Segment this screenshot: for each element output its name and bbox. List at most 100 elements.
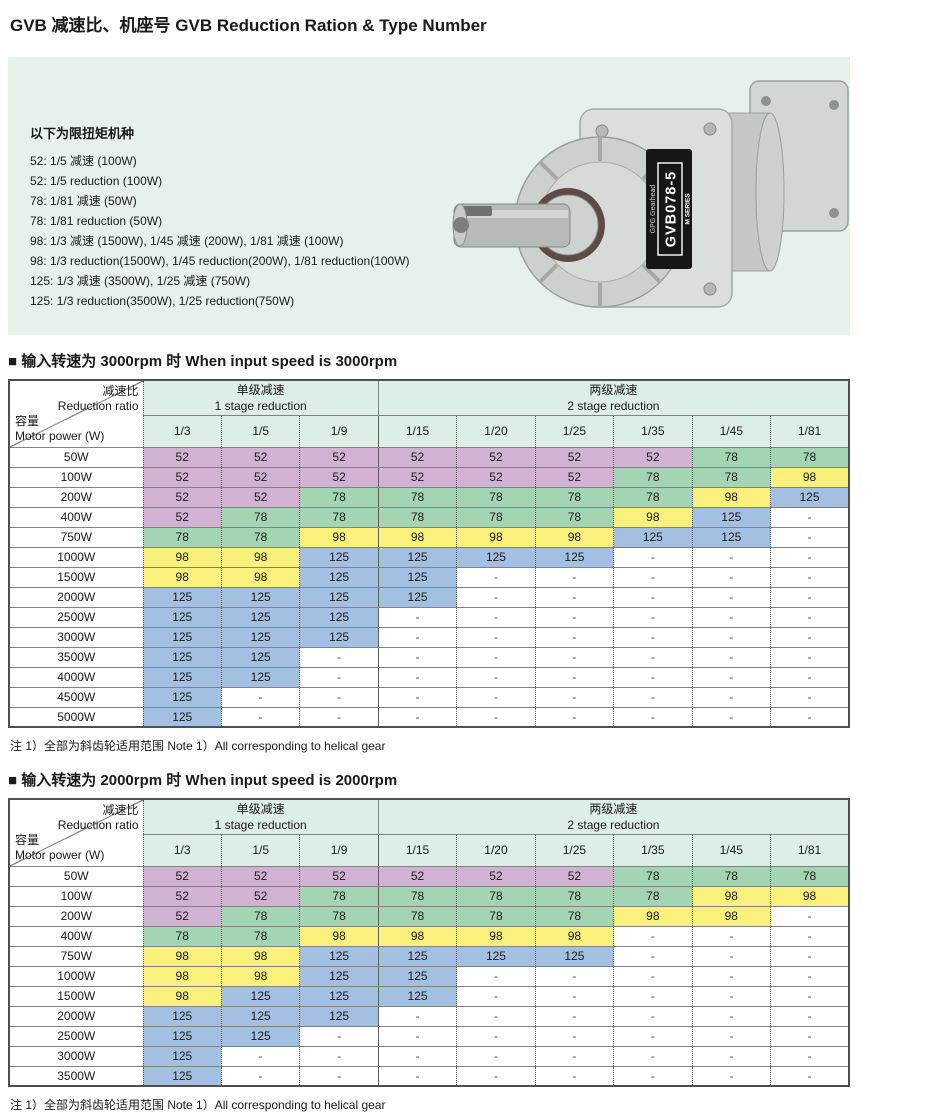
table-row: 2500W 125 125 125- - - - - - (8, 606, 850, 628)
type-number-cell: - (613, 985, 693, 1007)
type-number-cell: - (534, 566, 615, 588)
type-number-cell: 52 (142, 486, 222, 508)
type-number-cell: 98 (377, 925, 458, 947)
type-number-cell: 98 (142, 965, 222, 987)
ratio-header-cell: 1/35 (613, 414, 693, 448)
type-number-cell: - (691, 546, 772, 568)
type-number-cell: 78 (142, 925, 222, 947)
table-row: 100W 52 52 78 78 78 78 78 98 98 (8, 885, 850, 907)
type-number-cell: 98 (142, 566, 222, 588)
type-number-cell: - (613, 1025, 693, 1047)
type-number-cell: 125 (220, 666, 301, 688)
type-number-cell: - (691, 1045, 772, 1067)
type-number-cell: 98 (142, 945, 222, 967)
product-model-text: GVB078-5 (664, 171, 680, 248)
type-number-cell: - (691, 626, 772, 648)
type-number-cell: 98 (220, 945, 301, 967)
type-number-cell: - (377, 1005, 458, 1027)
type-number-cell: - (691, 945, 772, 967)
motor-power-cell: 1500W (8, 985, 144, 1007)
gearbox-product-image: GPG Gearhead GVB078-5 M SERIES (452, 80, 849, 308)
type-number-cell: 78 (299, 506, 379, 528)
motor-power-cell: 3500W (8, 646, 144, 668)
type-number-cell: 52 (456, 865, 536, 887)
torque-limit-line: 78: 1/81 reduction (50W) (30, 214, 163, 228)
type-number-cell: - (691, 1005, 772, 1027)
table-corner-cell: 减速比 Reduction ratio 容量 Motor power (W) (8, 798, 144, 867)
type-number-cell: 52 (142, 466, 222, 488)
motor-power-cell: 2500W (8, 1025, 144, 1047)
table-row: 4000W 125 125- - - - - - - (8, 666, 850, 688)
type-number-cell: - (534, 626, 615, 648)
reduction-ratio-label: 减速比 Reduction ratio (58, 803, 139, 833)
type-number-cell: - (534, 606, 615, 628)
table-row: 1500W 98 98 125 125- - - - - (8, 566, 850, 588)
type-number-cell: - (456, 586, 536, 608)
type-number-cell: - (456, 1005, 536, 1027)
keyway (460, 206, 492, 216)
type-number-cell: 52 (377, 466, 458, 488)
type-number-cell: - (377, 686, 458, 708)
type-number-cell: 125 (142, 646, 222, 668)
table-row: 2000W 125 125 125- - - - - - (8, 1005, 850, 1027)
type-number-cell: 52 (220, 865, 301, 887)
type-number-cell: 98 (770, 885, 850, 907)
type-number-cell: 125 (142, 686, 222, 708)
type-number-cell: 125 (142, 706, 222, 728)
type-number-cell: 98 (220, 965, 301, 987)
type-number-cell: 78 (377, 885, 458, 907)
type-number-cell: - (770, 706, 850, 728)
type-number-cell: - (377, 1025, 458, 1047)
type-number-cell: 52 (299, 446, 379, 468)
type-number-cell: - (770, 506, 850, 528)
type-number-cell: - (770, 985, 850, 1007)
type-number-cell: - (534, 706, 615, 728)
type-number-cell: - (770, 606, 850, 628)
type-number-cell: - (377, 626, 458, 648)
table-row: 200W 52 52 78 78 78 78 78 98 125 (8, 486, 850, 508)
group-2stage-header: 两级减速 2 stage reduction (377, 379, 850, 416)
table-row: 50W 52 52 52 52 52 52 52 78 78 (8, 446, 850, 468)
type-number-cell: 52 (456, 446, 536, 468)
type-number-cell: 125 (299, 985, 379, 1007)
type-number-cell: - (456, 985, 536, 1007)
type-number-cell: 98 (613, 506, 693, 528)
note-3000rpm: 注 1）全部为斜齿轮适用范围 Note 1）All corresponding … (10, 739, 386, 753)
table-row: 3500W 125 125- - - - - - - (8, 646, 850, 668)
type-number-cell: - (613, 945, 693, 967)
ratio-header-cell: 1/5 (220, 833, 301, 867)
motor-power-cell: 200W (8, 486, 144, 508)
type-number-cell: - (691, 686, 772, 708)
type-number-cell: 52 (377, 446, 458, 468)
type-number-cell: 52 (142, 905, 222, 927)
type-number-cell: - (691, 1025, 772, 1047)
reduction-ratio-label: 减速比 Reduction ratio (58, 384, 139, 414)
type-number-cell: 125 (142, 1005, 222, 1027)
motor-power-cell: 1000W (8, 965, 144, 987)
type-number-cell: 125 (613, 526, 693, 548)
type-number-cell: 125 (299, 606, 379, 628)
torque-limit-list: 52: 1/5 减速 (100W) 52: 1/5 reduction (100W… (30, 151, 410, 311)
type-number-cell: - (534, 1045, 615, 1067)
motor-power-cell: 750W (8, 526, 144, 548)
motor-power-cell: 4500W (8, 686, 144, 708)
ratio-header-cell: 1/9 (299, 414, 379, 448)
type-number-cell: - (770, 925, 850, 947)
type-number-cell: 98 (691, 885, 772, 907)
type-number-cell: 125 (142, 1045, 222, 1067)
torque-limit-line: 98: 1/3 reduction(1500W), 1/45 reduction… (30, 254, 410, 268)
type-number-cell: 78 (534, 905, 615, 927)
type-number-cell: - (534, 1005, 615, 1027)
ratio-header-cell: 1/25 (534, 414, 615, 448)
type-number-cell: - (613, 1045, 693, 1067)
ratio-header-cell: 1/3 (142, 833, 222, 867)
type-number-cell: 98 (220, 566, 301, 588)
type-number-cell: 98 (534, 526, 615, 548)
motor-power-cell: 4000W (8, 666, 144, 688)
diagonal-divider (10, 800, 143, 866)
type-number-cell: 52 (534, 865, 615, 887)
torque-limit-line: 52: 1/5 减速 (100W) (30, 154, 137, 168)
motor-power-label: 容量 Motor power (W) (15, 833, 104, 863)
type-number-cell: - (613, 566, 693, 588)
type-number-cell: - (534, 985, 615, 1007)
